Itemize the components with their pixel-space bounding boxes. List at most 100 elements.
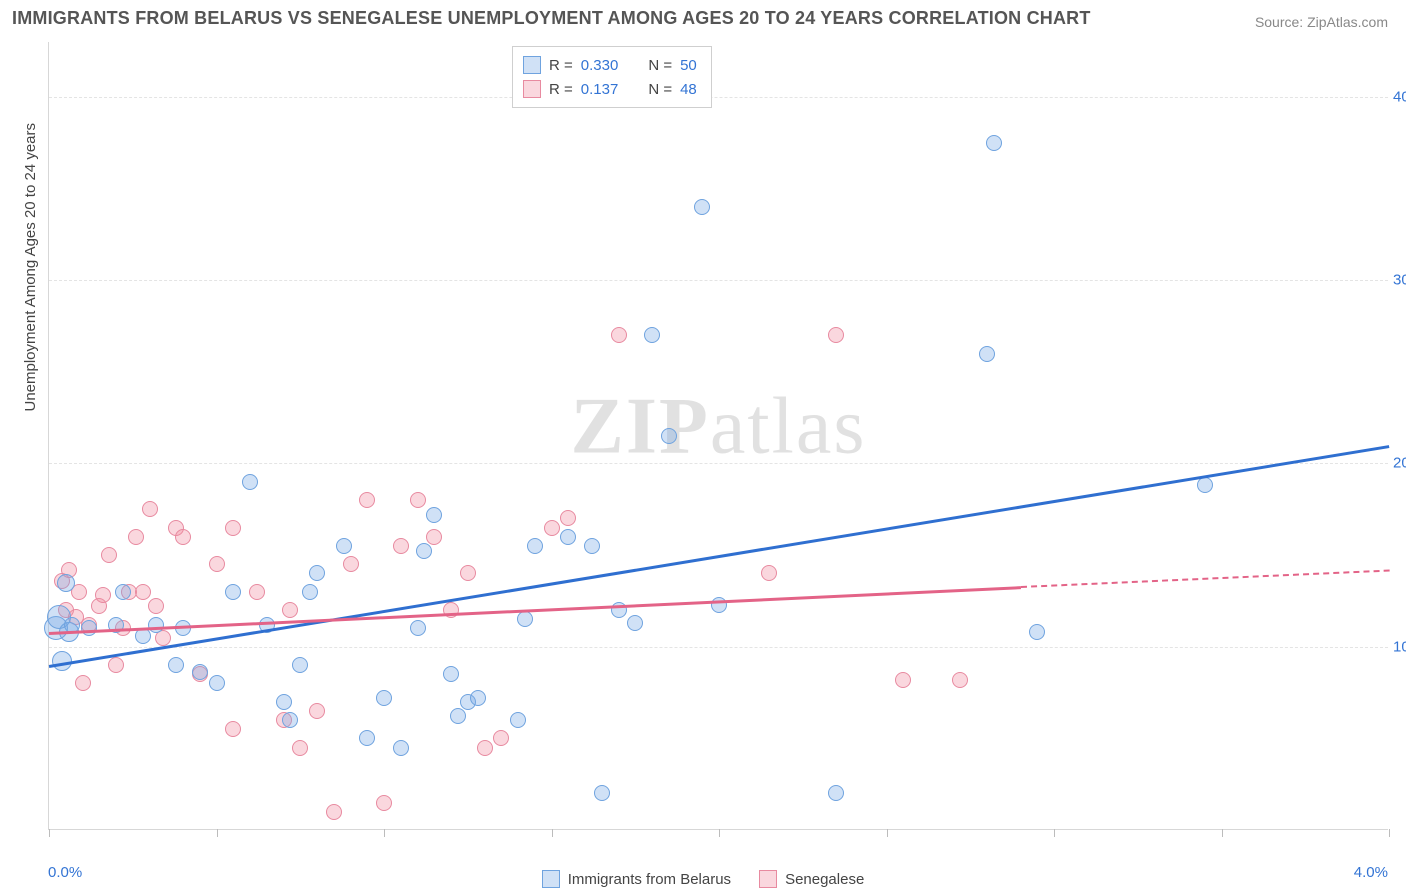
- data-point: [101, 547, 117, 563]
- data-point: [192, 664, 208, 680]
- data-point: [175, 529, 191, 545]
- data-point: [594, 785, 610, 801]
- data-point: [81, 620, 97, 636]
- data-point: [611, 327, 627, 343]
- data-point: [527, 538, 543, 554]
- data-point: [225, 520, 241, 536]
- source-label: Source: ZipAtlas.com: [1255, 14, 1388, 30]
- data-point: [493, 730, 509, 746]
- legend-series-item: Immigrants from Belarus: [542, 870, 731, 888]
- data-point: [309, 703, 325, 719]
- data-point: [209, 675, 225, 691]
- data-point: [376, 795, 392, 811]
- data-point: [95, 587, 111, 603]
- data-point: [584, 538, 600, 554]
- data-point: [443, 666, 459, 682]
- data-point: [276, 694, 292, 710]
- watermark: ZIPatlas: [571, 381, 867, 472]
- legend-swatch: [759, 870, 777, 888]
- data-point: [393, 740, 409, 756]
- legend-row: R = 0.137 N = 48: [523, 77, 697, 101]
- data-point: [376, 690, 392, 706]
- data-point: [336, 538, 352, 554]
- legend-r-key: R =: [549, 81, 573, 98]
- legend-series-item: Senegalese: [759, 870, 864, 888]
- legend-n-key: N =: [648, 81, 672, 98]
- data-point: [225, 584, 241, 600]
- data-point: [828, 785, 844, 801]
- data-point: [416, 543, 432, 559]
- x-tick: [217, 829, 218, 837]
- data-point: [249, 584, 265, 600]
- legend-r-value: 0.330: [581, 57, 619, 74]
- data-point: [979, 346, 995, 362]
- data-point: [148, 598, 164, 614]
- data-point: [225, 721, 241, 737]
- data-point: [108, 657, 124, 673]
- legend-n-value: 48: [680, 81, 697, 98]
- y-tick-label: 20.0%: [1393, 455, 1406, 472]
- legend-correlation: R = 0.330 N = 50 R = 0.137 N = 48: [512, 46, 712, 108]
- legend-r-key: R =: [549, 57, 573, 74]
- data-point: [148, 617, 164, 633]
- x-tick: [1054, 829, 1055, 837]
- x-tick: [384, 829, 385, 837]
- legend-series: Immigrants from Belarus Senegalese: [0, 870, 1406, 888]
- data-point: [57, 574, 75, 592]
- data-point: [115, 584, 131, 600]
- x-tick: [1389, 829, 1390, 837]
- data-point: [168, 657, 184, 673]
- data-point: [560, 529, 576, 545]
- legend-n-value: 50: [680, 57, 697, 74]
- data-point: [828, 327, 844, 343]
- data-point: [292, 657, 308, 673]
- data-point: [470, 690, 486, 706]
- data-point: [426, 529, 442, 545]
- legend-series-label: Senegalese: [785, 871, 864, 888]
- data-point: [761, 565, 777, 581]
- data-point: [711, 597, 727, 613]
- legend-r-value: 0.137: [581, 81, 619, 98]
- legend-swatch: [523, 56, 541, 74]
- data-point: [510, 712, 526, 728]
- watermark-zip: ZIP: [571, 382, 710, 470]
- trend-line: [1020, 570, 1389, 588]
- plot-area: ZIPatlas 10.0%20.0%30.0%40.0%: [48, 42, 1388, 830]
- gridline: [49, 647, 1388, 648]
- data-point: [282, 602, 298, 618]
- data-point: [343, 556, 359, 572]
- watermark-atlas: atlas: [710, 382, 867, 470]
- x-tick: [719, 829, 720, 837]
- x-tick: [49, 829, 50, 837]
- gridline: [49, 97, 1388, 98]
- data-point: [1029, 624, 1045, 640]
- data-point: [292, 740, 308, 756]
- data-point: [302, 584, 318, 600]
- data-point: [694, 199, 710, 215]
- y-tick-label: 30.0%: [1393, 272, 1406, 289]
- data-point: [309, 565, 325, 581]
- data-point: [410, 492, 426, 508]
- legend-n-key: N =: [648, 57, 672, 74]
- data-point: [986, 135, 1002, 151]
- data-point: [209, 556, 225, 572]
- gridline: [49, 463, 1388, 464]
- data-point: [460, 565, 476, 581]
- data-point: [517, 611, 533, 627]
- data-point: [952, 672, 968, 688]
- data-point: [644, 327, 660, 343]
- data-point: [359, 492, 375, 508]
- data-point: [75, 675, 91, 691]
- data-point: [450, 708, 466, 724]
- data-point: [135, 584, 151, 600]
- legend-series-label: Immigrants from Belarus: [568, 871, 731, 888]
- data-point: [242, 474, 258, 490]
- data-point: [1197, 477, 1213, 493]
- data-point: [477, 740, 493, 756]
- y-tick-label: 40.0%: [1393, 88, 1406, 105]
- data-point: [426, 507, 442, 523]
- data-point: [627, 615, 643, 631]
- data-point: [895, 672, 911, 688]
- data-point: [393, 538, 409, 554]
- data-point: [410, 620, 426, 636]
